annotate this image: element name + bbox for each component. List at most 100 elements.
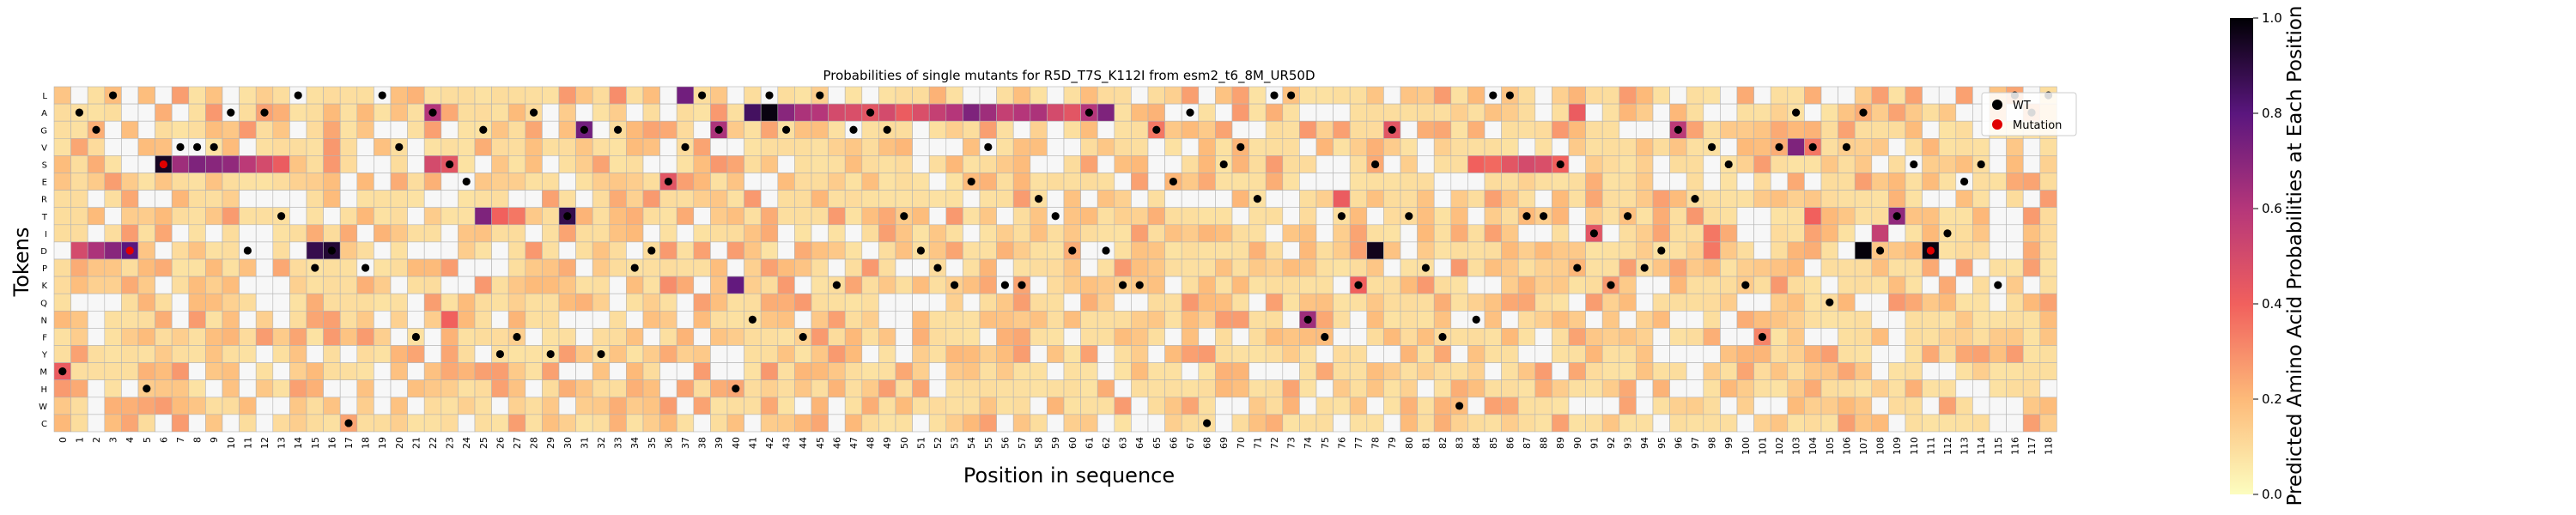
heatmap-cell [104,190,122,209]
heatmap-cell [1333,103,1351,122]
heatmap-cell [693,362,711,381]
heatmap-cell [155,328,173,346]
heatmap-cell [137,276,155,294]
y-tick-label: C [41,420,47,429]
heatmap-cell [811,258,829,277]
heatmap-cell [861,328,879,346]
heatmap-cell [1249,103,1267,122]
heatmap-cell [676,328,695,346]
heatmap-cell [1147,414,1165,433]
wt-marker [1388,125,1396,134]
heatmap-cell [1585,293,1603,312]
heatmap-cell [1905,86,1923,105]
heatmap-cell [575,276,593,294]
heatmap-cell [1669,224,1687,243]
heatmap-cell [1030,345,1048,363]
heatmap-cell [1601,414,1620,433]
y-tick-label: F [42,333,47,342]
heatmap-cell [1736,397,1754,415]
heatmap-cell [239,103,257,122]
heatmap-cell [1938,86,1957,105]
heatmap-cell [642,190,660,209]
heatmap-cell [1652,258,1670,277]
heatmap-cell [1669,258,1687,277]
heatmap-cell [592,379,611,398]
wt-marker [883,125,891,134]
heatmap-cell [2006,190,2024,209]
heatmap-cell [676,310,695,329]
heatmap-cell [1080,173,1098,191]
heatmap-cell [2006,310,2024,329]
heatmap-cell [1972,328,1990,346]
heatmap-cell [609,138,627,156]
heatmap-cell [1686,120,1704,139]
heatmap-cell [339,224,358,243]
x-tick-label: 85 [1488,437,1499,449]
heatmap-cell [507,379,526,398]
heatmap-cell [507,310,526,329]
heatmap-cell [777,138,795,156]
x-tick-label: 114 [1976,437,1987,455]
heatmap-cell [1114,293,1132,312]
heatmap-cell [390,173,408,191]
heatmap-cell [306,207,324,226]
heatmap-cell [1249,120,1267,139]
heatmap-cell [137,138,155,156]
heatmap-cell [1383,379,1401,398]
heatmap-cell [1215,241,1233,260]
heatmap-cell [1871,155,1889,173]
wt-marker [933,264,942,272]
heatmap-cell [171,173,190,191]
heatmap-cell [1063,414,1081,433]
heatmap-cell [1838,190,1856,209]
heatmap-cell [912,276,930,294]
heatmap-cell [70,328,88,346]
heatmap-cell [1636,155,1654,173]
heatmap-cell [1636,224,1654,243]
heatmap-cell [1552,207,1570,226]
heatmap-cell [1131,258,1149,277]
heatmap-cell [1703,224,1721,243]
heatmap-cell [1333,414,1351,433]
heatmap-cell [1231,328,1249,346]
x-tick-label: 4 [125,437,136,443]
heatmap-cell [1720,379,1738,398]
heatmap-cell [474,86,492,105]
x-tick-label: 113 [1959,437,1971,455]
heatmap-cell [222,328,240,346]
heatmap-cell [1736,120,1754,139]
heatmap-cell [1450,103,1468,122]
x-tick-label: 89 [1555,437,1566,449]
heatmap-cell [1265,207,1284,226]
heatmap-cell [1383,190,1401,209]
heatmap-cell [928,224,947,243]
heatmap-cell [458,258,476,277]
heatmap-cell [1619,276,1637,294]
heatmap-cell [928,328,947,346]
heatmap-cell [642,414,660,433]
heatmap-cell [1484,310,1502,329]
x-tick-label: 33 [613,437,624,449]
heatmap-cell [1938,241,1957,260]
heatmap-cell [507,120,526,139]
heatmap-cell [1820,258,1838,277]
heatmap-cell [963,379,981,398]
heatmap-cell [2006,241,2024,260]
heatmap-cell [979,173,997,191]
heatmap-cell [626,155,644,173]
heatmap-cell [1955,258,1973,277]
heatmap-cell [844,207,863,226]
heatmap-cell [289,207,307,226]
heatmap-cell [1838,173,1856,191]
heatmap-cell [1534,224,1552,243]
heatmap-cell [710,397,728,415]
heatmap-cell [323,345,341,363]
x-tick-label: 35 [647,437,658,449]
colorbar-tick-label: 0.8 [2262,106,2282,121]
heatmap-cell [188,190,206,209]
heatmap-cell [2022,362,2041,381]
heatmap-cell [760,190,779,209]
heatmap-cell [306,86,324,105]
heatmap-cell [542,379,560,398]
heatmap-cell [121,173,139,191]
